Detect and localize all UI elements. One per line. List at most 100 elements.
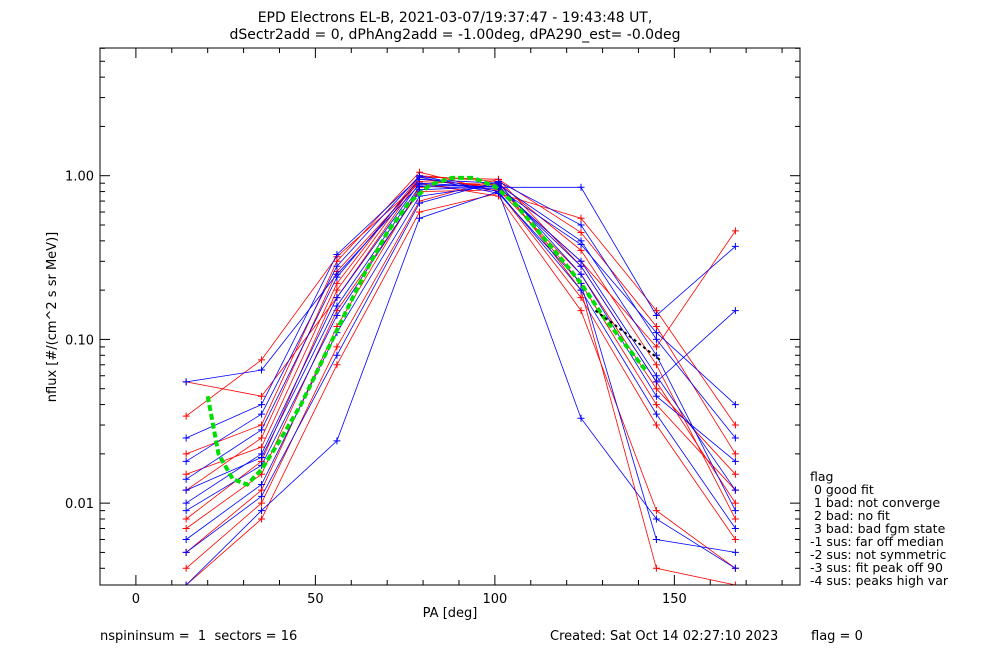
data-point: [731, 401, 739, 409]
plot-frame: [99, 47, 801, 586]
data-point: [258, 356, 266, 364]
data-point: [333, 437, 341, 445]
data-point: [258, 492, 266, 500]
data-point: [333, 262, 341, 270]
data-point: [182, 457, 190, 465]
data-point: [652, 421, 660, 429]
data-point: [182, 378, 190, 386]
data-point: [652, 515, 660, 523]
plot-data-layer: [182, 168, 739, 585]
data-point: [577, 246, 585, 254]
data-point: [652, 392, 660, 400]
data-point: [415, 208, 423, 216]
data-point: [577, 307, 585, 315]
legend-item: 2 bad: no fit: [810, 508, 890, 523]
axes-layer: 0 50 100 150 0.01 0.10 1.00: [65, 47, 800, 607]
data-point: [258, 410, 266, 418]
data-point: [258, 480, 266, 488]
legend-item: -3 sus: fit peak off 90: [810, 560, 943, 575]
series-line: [185, 181, 736, 553]
legend-title: flag: [810, 469, 833, 484]
series-line: [185, 185, 736, 511]
data-point: [415, 182, 423, 190]
series-line: [185, 175, 736, 529]
data-point: [182, 507, 190, 515]
legend-item: -2 sus: not symmetric: [810, 547, 946, 562]
data-point: [258, 401, 266, 409]
data-point: [652, 335, 660, 343]
data-point: [182, 581, 190, 585]
data-point: [731, 434, 739, 442]
data-point: [731, 470, 739, 478]
series-line: [186, 185, 736, 491]
data-point: [182, 450, 190, 458]
footer-spin-info: nspininsum = 1 sectors = 16: [100, 629, 297, 644]
data-point: [415, 214, 423, 222]
data-point: [731, 450, 739, 458]
series-line: [185, 178, 736, 480]
x-tick-label: 100: [482, 592, 507, 607]
series-line: [186, 171, 736, 540]
data-point: [258, 515, 266, 523]
data-point: [577, 240, 585, 248]
y-tick-label: 1.00: [65, 170, 94, 185]
y-axis-label: nflux [#/(cm^2 s sr MeV)]: [45, 232, 60, 402]
data-point: [731, 457, 739, 465]
data-point: [652, 311, 660, 319]
series-line: [185, 191, 736, 585]
x-tick-label: 50: [307, 592, 324, 607]
plot-data-clip-group: [182, 168, 739, 585]
data-point: [182, 486, 190, 494]
y-tick-label: 0.01: [65, 497, 94, 512]
data-point: [577, 228, 585, 236]
data-point: [652, 322, 660, 330]
footer-flag: flag = 0: [811, 629, 863, 644]
data-point: [731, 486, 739, 494]
legend-item: -1 sus: far off median: [810, 534, 944, 549]
data-point: [577, 183, 585, 191]
data-point: [652, 385, 660, 393]
x-axis-label: PA [deg]: [423, 606, 478, 621]
series-line: [186, 176, 736, 553]
data-point: [652, 410, 660, 418]
fit-curve: [205, 175, 648, 487]
series-line: [185, 182, 736, 553]
data-point: [258, 454, 266, 462]
data-point: [652, 507, 660, 515]
data-point: [652, 401, 660, 409]
data-point: [652, 361, 660, 369]
data-point: [258, 366, 266, 374]
data-point: [182, 412, 190, 420]
data-point: [731, 564, 739, 572]
data-point: [333, 294, 341, 302]
x-tick-label: 0: [132, 592, 140, 607]
series-line: [185, 176, 736, 520]
data-point: [577, 414, 585, 422]
data-point: [731, 307, 739, 315]
data-point: [415, 199, 423, 207]
data-point: [182, 548, 190, 556]
chart-title-line-2: dSectr2add = 0, dPhAng2add = -1.00deg, d…: [230, 27, 681, 43]
data-point: [731, 548, 739, 556]
data-point: [333, 343, 341, 351]
data-point: [652, 564, 660, 572]
data-point: [652, 329, 660, 337]
data-point: [731, 525, 739, 533]
legend-item: -4 sus: peaks high var: [810, 573, 949, 588]
series-line: [185, 178, 736, 569]
y-tick-label: 0.10: [65, 333, 94, 348]
data-point: [182, 434, 190, 442]
legend-item: 0 good fit: [810, 482, 874, 497]
data-point: [731, 499, 739, 507]
data-point: [333, 361, 341, 369]
data-point: [577, 262, 585, 270]
legend: flag 0 good fit 1 bad: not converge 2 ba…: [810, 469, 949, 588]
data-point: [415, 173, 423, 181]
footer-created-timestamp: Created: Sat Oct 14 02:27:10 2023: [550, 629, 778, 644]
series-line: [185, 182, 736, 569]
data-point: [258, 443, 266, 451]
data-point: [258, 507, 266, 515]
data-point: [731, 515, 739, 523]
data-point: [182, 499, 190, 507]
